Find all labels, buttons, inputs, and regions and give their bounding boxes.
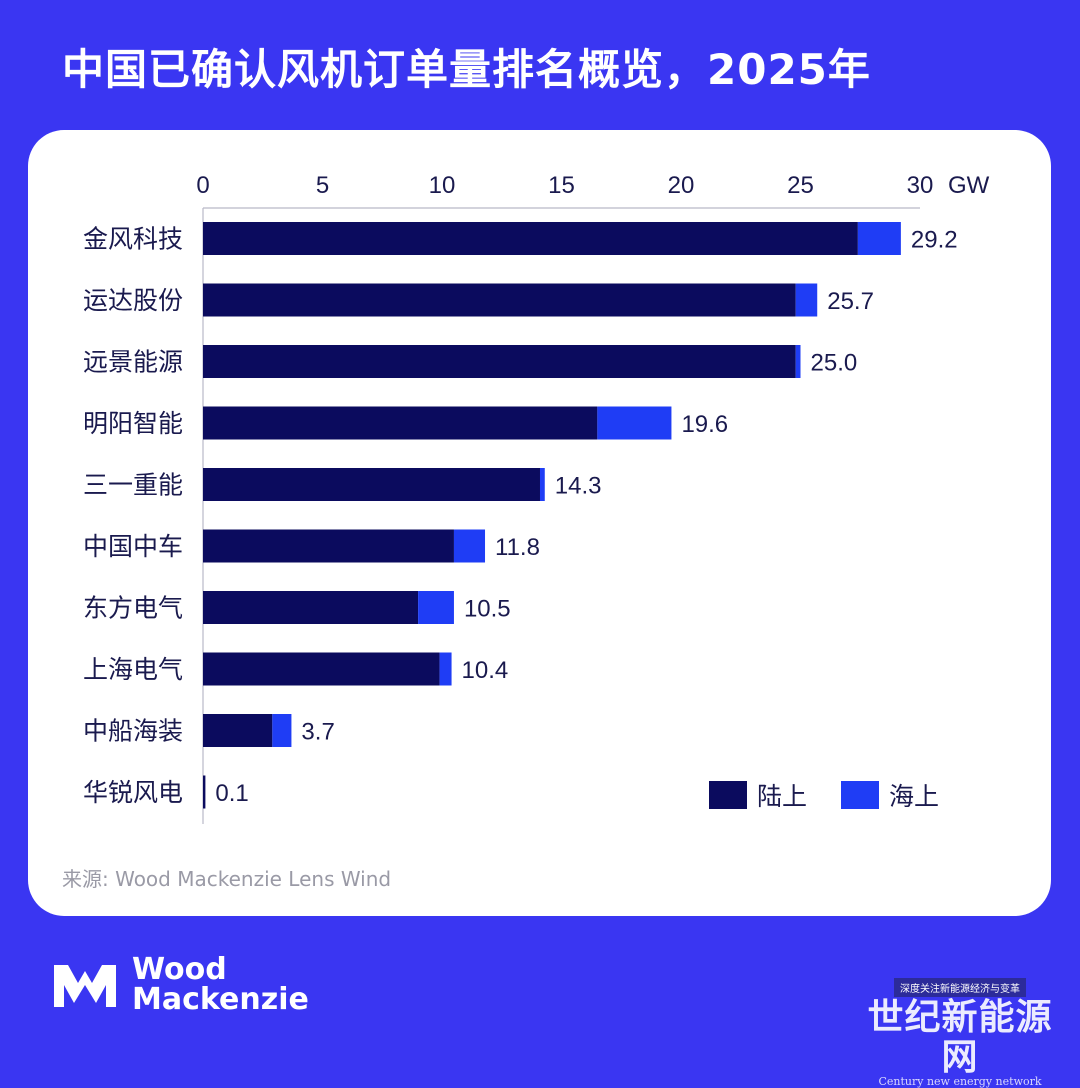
- category-label: 三一重能: [83, 471, 183, 500]
- chart-card: 0 5 10 15 20 25 30 GW 金风科技 29.2 运达股份 25.7 远景能源 25.0 明阳…: [28, 130, 1051, 916]
- brand: Wood Mackenzie: [52, 955, 309, 1015]
- bar-offshore: [795, 345, 801, 378]
- brand-line-1: Wood: [132, 952, 227, 987]
- x-tick-label: 25: [787, 172, 814, 199]
- bar-onshore: [203, 529, 454, 563]
- x-tick-label: 5: [316, 172, 329, 199]
- bar-onshore: [203, 714, 273, 747]
- data-label: 14.3: [555, 473, 602, 500]
- bar-offshore: [439, 652, 452, 686]
- data-label: 0.1: [215, 780, 248, 807]
- data-label: 10.5: [464, 596, 511, 623]
- data-label: 29.2: [911, 227, 958, 254]
- watermark: 深度关注新能源经济与变革 世纪新能源网 Century new energy n…: [850, 978, 1070, 1088]
- bar-onshore: [203, 345, 796, 378]
- chart-title: 中国已确认风机订单量排名概览，2025年: [62, 45, 871, 94]
- bar-offshore: [272, 714, 292, 747]
- data-label: 19.6: [681, 411, 728, 438]
- x-tick-label: 20: [668, 172, 695, 199]
- category-label: 中国中车: [83, 532, 183, 561]
- bar-onshore: [203, 283, 796, 317]
- x-tick-label: 30: [907, 172, 934, 199]
- category-label: 明阳智能: [83, 409, 183, 438]
- bar-onshore: [203, 652, 440, 686]
- category-label: 金风科技: [83, 225, 183, 254]
- category-label: 远景能源: [83, 348, 183, 377]
- wood-mackenzie-logo-icon: [54, 965, 116, 1007]
- legend-label: 海上: [889, 782, 939, 811]
- data-label: 25.7: [827, 288, 874, 315]
- bar-onshore: [203, 222, 858, 255]
- watermark-sub: Century new energy network: [878, 1075, 1042, 1088]
- bar-offshore: [539, 468, 545, 501]
- x-tick-label: 10: [429, 172, 456, 199]
- legend-label: 陆上: [757, 782, 807, 811]
- legend-swatch-onshore: [709, 781, 747, 809]
- category-label: 运达股份: [83, 286, 183, 315]
- bar-chart: 0 5 10 15 20 25 30 GW 金风科技 29.2 运达股份 25.7 远景能源 25.0 明阳…: [83, 172, 990, 824]
- source-note: 来源: Wood Mackenzie Lens Wind: [62, 867, 392, 891]
- bar-offshore: [857, 222, 901, 255]
- bar-offshore: [597, 406, 672, 440]
- data-label: 11.8: [495, 534, 540, 561]
- category-label: 东方电气: [83, 594, 183, 623]
- x-axis-unit: GW: [948, 172, 990, 199]
- legend-swatch-offshore: [841, 781, 879, 809]
- category-label: 上海电气: [83, 655, 183, 684]
- brand-name: Wood Mackenzie: [132, 955, 309, 1015]
- watermark-main: 世纪新能源网: [867, 996, 1053, 1078]
- bar-onshore: [203, 468, 540, 501]
- category-label: 中船海装: [83, 717, 183, 746]
- bar-offshore: [418, 591, 454, 624]
- data-label: 10.4: [462, 657, 509, 684]
- watermark-tag: 深度关注新能源经济与变革: [894, 978, 1026, 997]
- x-tick-label: 0: [196, 172, 209, 199]
- data-label: 3.7: [301, 719, 334, 746]
- bar-onshore: [203, 775, 206, 809]
- bar-offshore: [453, 529, 486, 563]
- bar-offshore: [795, 283, 818, 317]
- brand-line-2: Mackenzie: [132, 982, 309, 1017]
- bar-onshore: [203, 406, 598, 440]
- x-tick-label: 15: [548, 172, 575, 199]
- data-label: 25.0: [811, 350, 858, 377]
- bar-onshore: [203, 591, 419, 624]
- category-label: 华锐风电: [83, 778, 183, 807]
